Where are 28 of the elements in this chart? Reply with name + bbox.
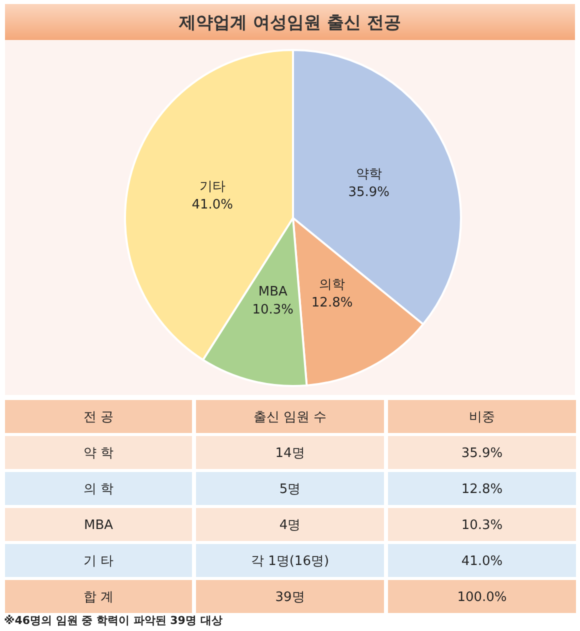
data-label: 35.9% (348, 184, 390, 200)
text: 출신 임원 수 (253, 410, 327, 425)
data-label: 41.0% (192, 198, 233, 213)
text: 의 학 (83, 482, 114, 497)
text: 5명 (279, 482, 301, 497)
text: 약 학 (83, 446, 114, 461)
text: 전 공 (83, 410, 114, 425)
text: 4명 (279, 518, 301, 533)
slice-label: 의학 (319, 277, 346, 292)
text: 합 계 (83, 590, 114, 605)
text: 10.3% (461, 518, 503, 533)
slice-label: 기타 (199, 180, 226, 195)
text: 비중 (469, 410, 495, 425)
text: 기 타 (83, 554, 114, 569)
text: MBA (84, 518, 114, 533)
text: ※46명의 임원 중 학력이 파악된 39명 대상 (4, 614, 222, 627)
data-label: 12.8% (311, 295, 353, 310)
text: 12.8% (461, 482, 503, 497)
data-label: 10.3% (252, 302, 294, 318)
text: 41.0% (461, 554, 503, 569)
chart-title: 제약업계 여성임원 출신 전공 (178, 13, 401, 33)
text: 35.9% (461, 446, 503, 461)
text: 39명 (275, 590, 305, 605)
slice-label: MBA (258, 284, 288, 300)
text: 100.0% (457, 590, 507, 605)
slice-label: 약학 (356, 166, 382, 182)
text: 14명 (275, 446, 305, 461)
text: 각 1명(16명) (250, 554, 330, 569)
